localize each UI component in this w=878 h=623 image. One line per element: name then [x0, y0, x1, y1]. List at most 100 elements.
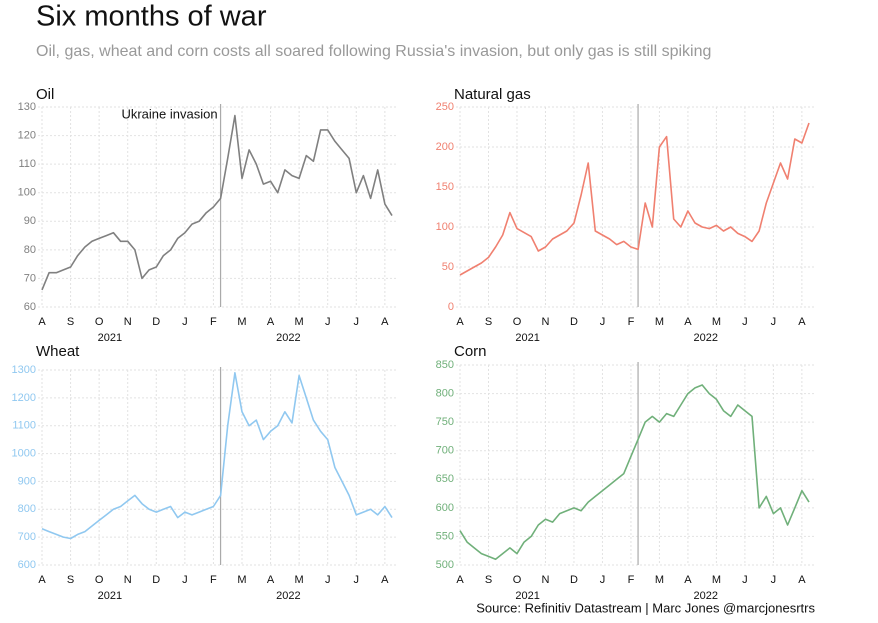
x-tick-label: J: [325, 316, 331, 328]
x-tick-label: A: [798, 574, 806, 586]
y-tick-label: 1100: [12, 420, 36, 432]
year-label: 2021: [98, 590, 122, 602]
y-tick-label: 700: [436, 445, 454, 457]
data-line: [41, 372, 393, 540]
y-tick-label: 90: [24, 215, 36, 227]
x-tick-label: O: [95, 574, 104, 586]
y-tick-label: 0: [448, 301, 454, 313]
chart-title: Six months of war: [36, 1, 267, 33]
data-line: [459, 384, 810, 561]
x-tick-label: D: [570, 316, 578, 328]
y-tick-label: 1000: [12, 447, 36, 459]
x-tick-label: J: [600, 316, 606, 328]
x-tick-label: M: [295, 316, 304, 328]
x-tick-label: D: [570, 574, 578, 586]
y-tick-label: 250: [436, 101, 454, 113]
year-label: 2021: [515, 590, 539, 602]
x-tick-label: M: [237, 574, 246, 586]
y-tick-label: 80: [24, 244, 36, 256]
y-tick-label: 650: [436, 473, 454, 485]
x-tick-label: M: [237, 316, 246, 328]
y-tick-label: 60: [24, 301, 36, 313]
x-tick-label: S: [485, 316, 492, 328]
year-label: 2022: [276, 332, 300, 344]
x-tick-label: A: [267, 316, 275, 328]
x-tick-label: M: [295, 574, 304, 586]
x-tick-label: N: [124, 316, 132, 328]
x-tick-label: J: [771, 574, 777, 586]
panel-title: Wheat: [36, 343, 80, 360]
x-tick-label: M: [655, 574, 664, 586]
x-tick-label: O: [95, 316, 104, 328]
panel-title: Corn: [454, 343, 487, 360]
year-label: 2022: [276, 590, 300, 602]
x-tick-label: J: [182, 574, 188, 586]
y-tick-label: 150: [436, 181, 454, 193]
x-tick-label: A: [456, 574, 464, 586]
data-line: [459, 122, 810, 276]
x-tick-label: J: [742, 574, 748, 586]
y-tick-label: 750: [436, 416, 454, 428]
x-tick-label: F: [628, 316, 635, 328]
x-tick-label: J: [354, 574, 360, 586]
year-label: 2022: [693, 590, 717, 602]
y-tick-label: 500: [436, 559, 454, 571]
x-tick-label: O: [513, 316, 522, 328]
x-tick-label: F: [628, 574, 635, 586]
x-tick-label: J: [771, 316, 777, 328]
y-tick-label: 850: [436, 359, 454, 371]
y-tick-label: 70: [24, 272, 36, 284]
x-tick-label: M: [712, 574, 721, 586]
x-tick-label: D: [152, 316, 160, 328]
x-tick-label: M: [712, 316, 721, 328]
y-tick-label: 1200: [12, 392, 36, 404]
data-line: [41, 114, 393, 291]
x-tick-label: A: [684, 574, 692, 586]
chart-subtitle: Oil, gas, wheat and corn costs all soare…: [36, 43, 711, 60]
x-tick-label: A: [267, 574, 275, 586]
x-tick-label: O: [513, 574, 522, 586]
y-tick-label: 120: [18, 129, 36, 141]
y-tick-label: 130: [18, 101, 36, 113]
x-tick-label: A: [456, 316, 464, 328]
x-tick-label: J: [354, 316, 360, 328]
x-tick-label: F: [210, 574, 217, 586]
x-tick-label: F: [210, 316, 217, 328]
x-tick-label: N: [541, 574, 549, 586]
x-tick-label: S: [67, 574, 74, 586]
source: Source: Refinitiv Datastream | Marc Jone…: [476, 600, 815, 615]
x-tick-label: M: [655, 316, 664, 328]
y-tick-label: 110: [18, 158, 36, 170]
x-tick-label: J: [600, 574, 606, 586]
year-label: 2021: [98, 332, 122, 344]
x-tick-label: A: [798, 316, 806, 328]
panel-title: Oil: [36, 86, 54, 103]
y-tick-label: 600: [18, 559, 36, 571]
x-tick-label: J: [742, 316, 748, 328]
y-tick-label: 50: [442, 261, 454, 273]
x-tick-label: A: [38, 316, 46, 328]
year-label: 2022: [693, 332, 717, 344]
y-tick-label: 700: [18, 531, 36, 543]
y-tick-label: 800: [18, 503, 36, 515]
x-tick-label: A: [684, 316, 692, 328]
x-tick-label: J: [182, 316, 188, 328]
x-tick-label: J: [325, 574, 331, 586]
y-tick-label: 900: [18, 475, 36, 487]
x-tick-label: A: [381, 316, 389, 328]
x-tick-label: S: [67, 316, 74, 328]
panel-title: Natural gas: [454, 86, 531, 103]
x-tick-label: N: [541, 316, 549, 328]
year-label: 2021: [515, 332, 539, 344]
y-tick-label: 550: [436, 530, 454, 542]
x-tick-label: D: [152, 574, 160, 586]
x-tick-label: N: [124, 574, 132, 586]
y-tick-label: 100: [18, 187, 36, 199]
x-tick-label: A: [38, 574, 46, 586]
x-tick-label: S: [485, 574, 492, 586]
annotation: Ukraine invasion: [121, 106, 217, 121]
y-tick-label: 200: [436, 141, 454, 153]
y-tick-label: 600: [436, 502, 454, 514]
y-tick-label: 800: [436, 387, 454, 399]
